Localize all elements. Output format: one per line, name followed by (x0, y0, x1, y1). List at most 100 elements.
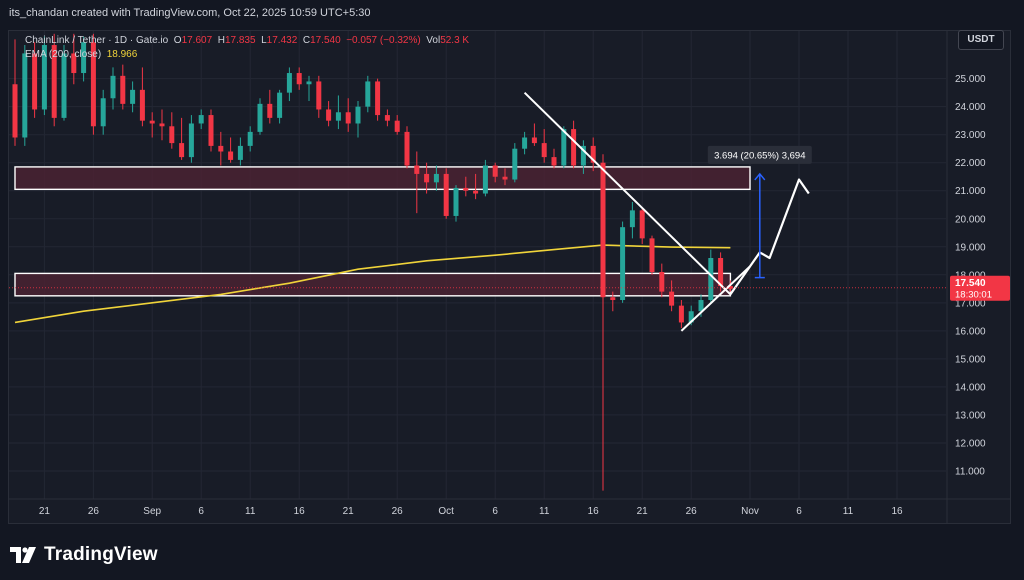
brand-name: TradingView (44, 544, 158, 565)
candle-body (267, 103, 273, 118)
candle-body (551, 157, 557, 166)
measure-arrowhead (754, 172, 766, 181)
candle-body (277, 92, 283, 118)
volume-label: Vol (426, 35, 441, 46)
trendline-2 (680, 265, 751, 332)
candle-body (12, 84, 18, 138)
candle-body (512, 148, 518, 180)
x-tick-label: 6 (198, 506, 204, 517)
y-tick-label: 23.000 (955, 130, 986, 141)
ema-label[interactable]: EMA (200, close) (25, 49, 102, 60)
candle-body (600, 162, 606, 298)
candle-body (188, 123, 194, 158)
y-tick-label: 19.000 (955, 242, 986, 253)
symbol-name[interactable]: ChainLink / Tether · 1D · Gate.io (25, 35, 169, 46)
currency-selector[interactable]: USDT (958, 30, 1004, 50)
candle-body (306, 81, 312, 85)
trendline-1 (523, 91, 732, 296)
footer: TradingView (0, 540, 1024, 580)
candle-body (326, 109, 332, 121)
candle-body (228, 151, 234, 160)
low-label: L (261, 35, 267, 46)
candle-body (316, 81, 322, 110)
candle-body (502, 176, 508, 180)
candle-body (678, 305, 684, 323)
candle-body (159, 123, 165, 127)
close-label: C (302, 35, 311, 46)
candle-body (414, 165, 420, 174)
symbol-legend[interactable]: ChainLink / Tether · 1D · Gate.io O17.60… (25, 35, 469, 46)
x-tick-label: Sep (143, 506, 161, 517)
candle-body (698, 300, 704, 312)
measure-label: 3.694 (20.65%) 3,694 (714, 150, 805, 161)
candle-body (394, 120, 400, 132)
candle-body (629, 210, 635, 228)
candle-body (433, 173, 439, 183)
candle-body (345, 112, 351, 124)
y-tick-label: 21.000 (955, 186, 986, 197)
candle-body (218, 145, 224, 152)
candle-body (139, 89, 145, 121)
candle-body (198, 115, 204, 124)
candle-body (365, 81, 371, 107)
x-tick-label: 6 (796, 506, 802, 517)
countdown-label: 18:30:01 (955, 290, 992, 301)
candle-body (51, 45, 57, 118)
price-zone-1 (14, 166, 751, 191)
candle-body (237, 145, 243, 160)
x-tick-label: 16 (294, 506, 306, 517)
candle-body (286, 73, 292, 93)
y-tick-label: 16.000 (955, 326, 986, 337)
x-tick-label: Nov (741, 506, 759, 517)
tradingview-logo[interactable]: TradingView (10, 544, 158, 566)
candle-body (561, 129, 567, 166)
candle-body (100, 98, 106, 127)
close-value: 17.540 (310, 35, 341, 46)
ema-value: 18.966 (106, 49, 138, 60)
attribution-text: its_chandan created with TradingView.com… (9, 7, 371, 19)
candle-body (571, 129, 577, 166)
candle-body (718, 257, 724, 287)
x-tick-label: 6 (492, 506, 498, 517)
candle-body (404, 131, 410, 166)
measure-label-box (707, 145, 812, 164)
candle-body (90, 42, 96, 127)
y-tick-label: 25.000 (955, 74, 986, 85)
high-value: 17.835 (224, 35, 256, 46)
x-tick-label: 11 (539, 506, 550, 517)
x-tick-label: 26 (88, 506, 100, 517)
chart-panel[interactable]: 3.694 (20.65%) 3,694 11.000 12.000 13.000 14… (8, 30, 1011, 524)
x-tick-label: 21 (637, 506, 649, 517)
tradingview-logo-icon (10, 547, 36, 563)
open-value: 17.607 (181, 35, 213, 46)
y-tick-label: 15.000 (955, 354, 986, 365)
y-tick-label: 13.000 (955, 410, 986, 421)
candle-body (688, 311, 694, 323)
candle-body (580, 145, 586, 166)
candle-body (71, 53, 77, 74)
candle-body (384, 115, 390, 121)
candle-body (727, 286, 733, 289)
candle-body (61, 53, 67, 118)
candle-body (110, 75, 116, 99)
candle-body (522, 137, 528, 149)
candlestick-chart[interactable]: 3.694 (20.65%) 3,694 11.000 12.000 13.000 14… (9, 31, 1010, 523)
open-label: O (173, 35, 182, 46)
low-value: 17.432 (266, 35, 298, 46)
candle-body (149, 120, 155, 124)
candle-body (669, 291, 675, 306)
candle-body (179, 143, 185, 158)
y-tick-label: 17.000 (955, 298, 986, 309)
candle-body (81, 42, 87, 74)
y-tick-label: 20.000 (955, 214, 986, 225)
ema-legend[interactable]: EMA (200, close) 18.966 (25, 49, 137, 60)
top-bar: its_chandan created with TradingView.com… (0, 0, 1024, 30)
x-tick-label: 11 (843, 506, 854, 517)
candle-body (649, 238, 655, 273)
y-tick-label: 24.000 (955, 102, 986, 113)
candle-body (355, 106, 361, 124)
x-tick-label: 21 (39, 506, 51, 517)
x-tick-label: 26 (686, 506, 698, 517)
candle-body (208, 115, 214, 146)
candle-body (296, 73, 302, 85)
